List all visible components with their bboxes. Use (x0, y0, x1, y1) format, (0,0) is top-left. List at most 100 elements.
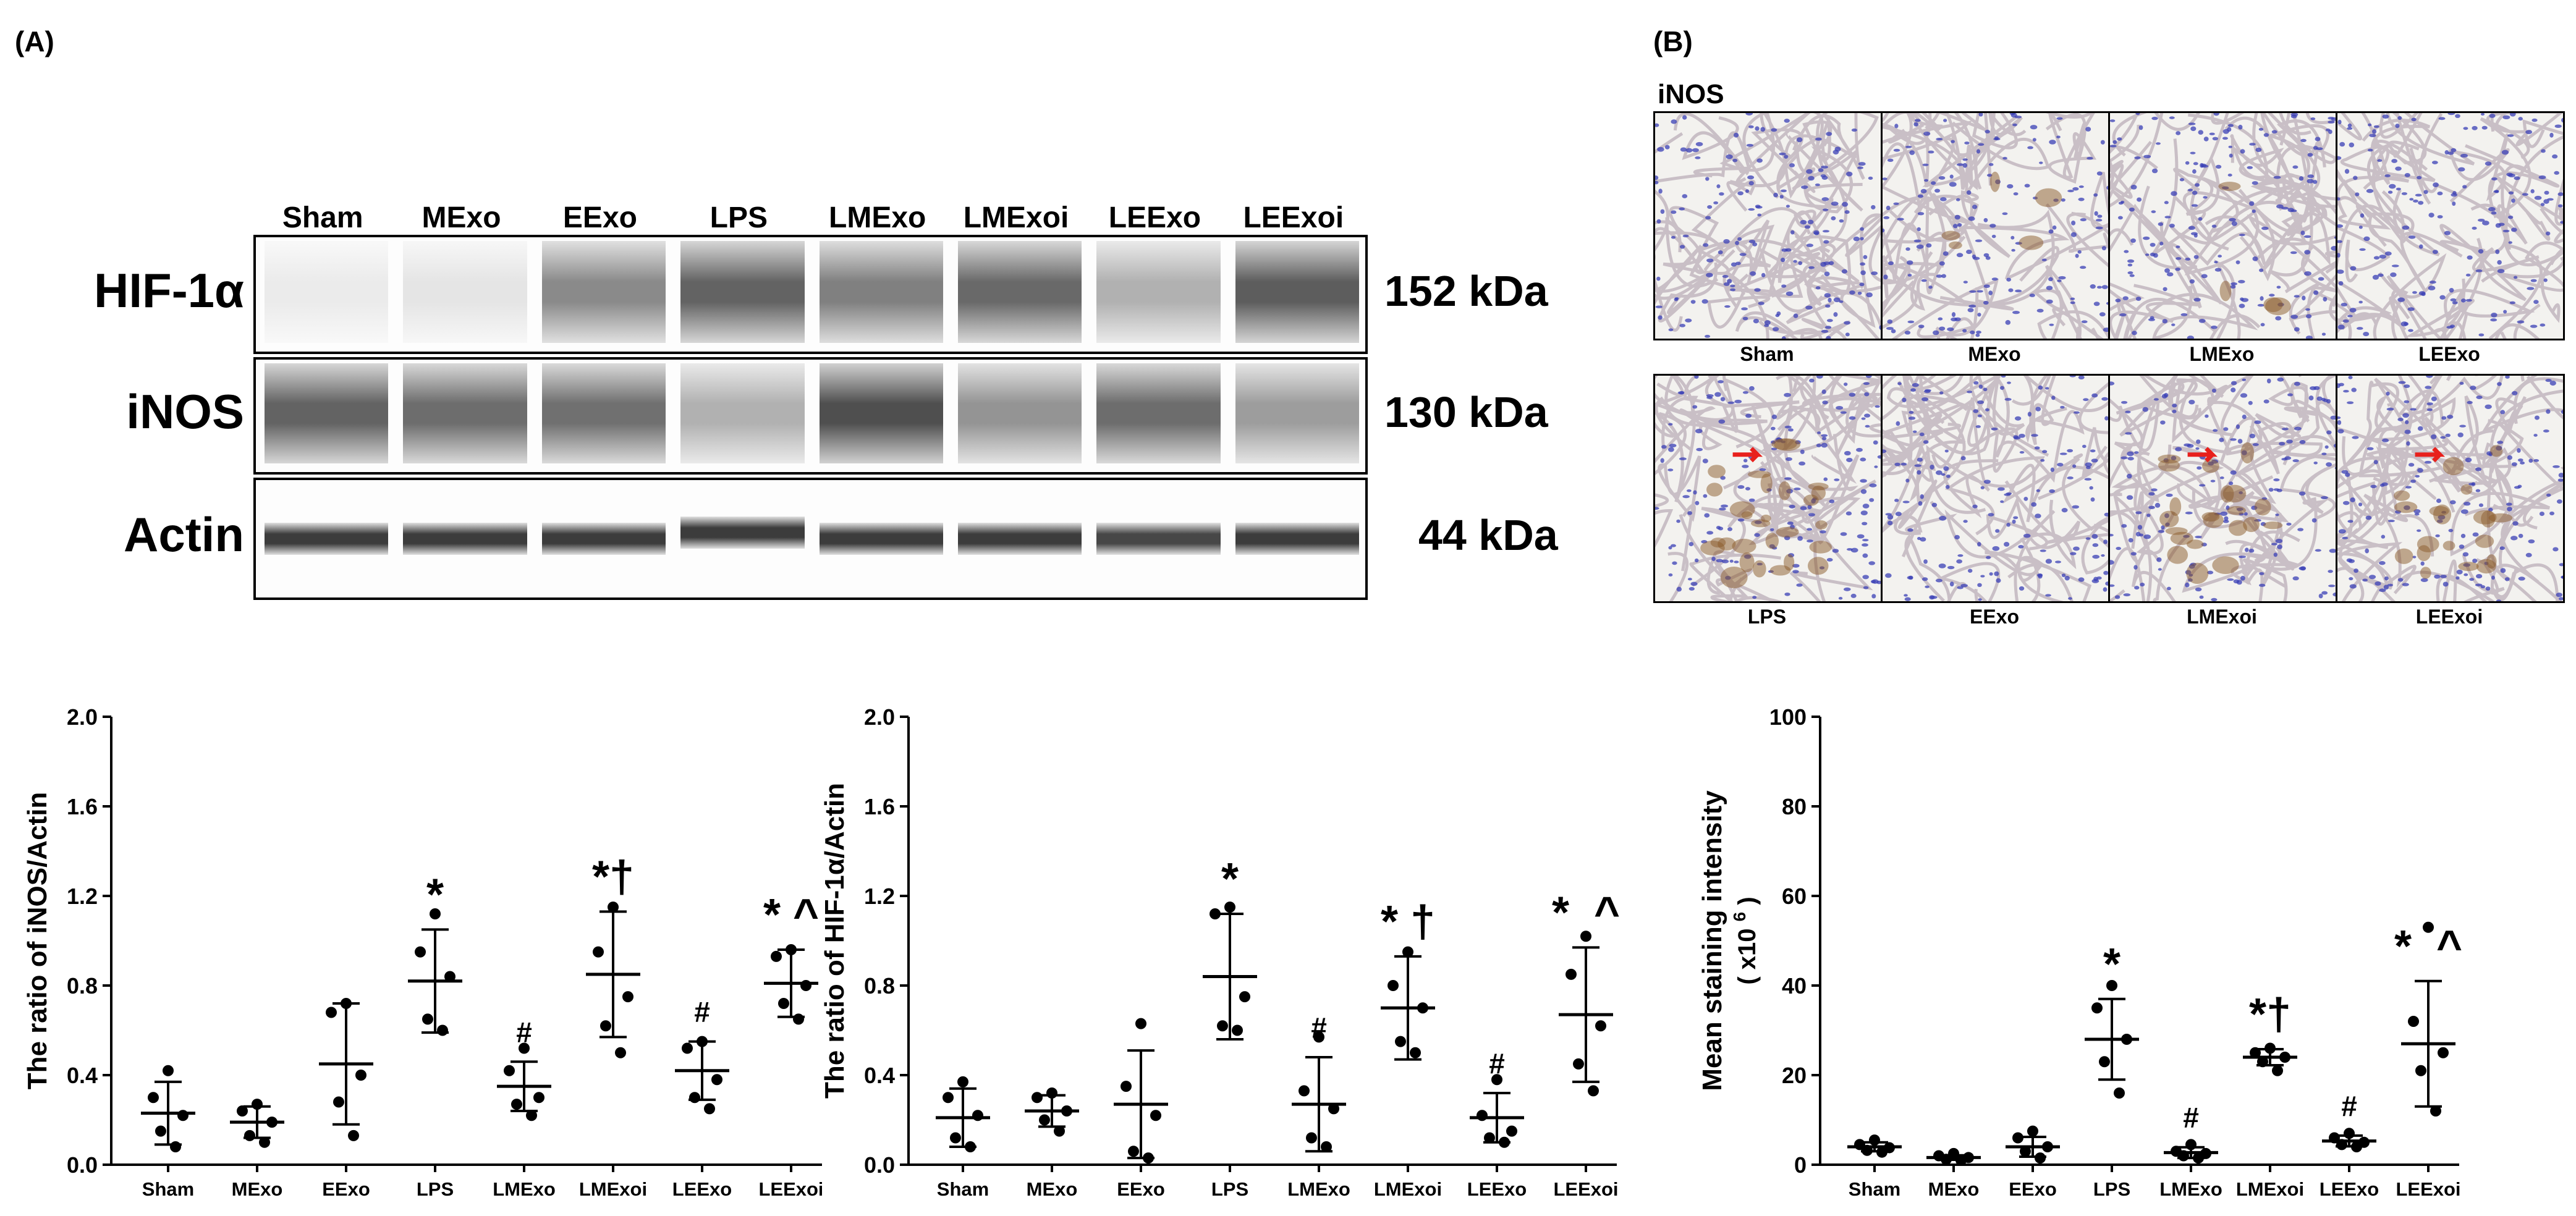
ihc-tile-label: LEExo (2418, 343, 2480, 365)
data-point (430, 908, 441, 919)
data-point (1328, 1103, 1339, 1115)
data-point (1862, 1144, 1873, 1156)
significance-marker: *† (2249, 990, 2291, 1039)
data-point (957, 1076, 968, 1087)
data-point (237, 1105, 248, 1117)
x-tick-label: LMExo (1287, 1178, 1350, 1200)
y-tick-label: 0.4 (864, 1063, 895, 1088)
data-point (608, 901, 619, 913)
lane-label: LPS (710, 201, 768, 234)
data-point (526, 1110, 537, 1121)
y-tick-label: 0 (1794, 1152, 1807, 1178)
data-point (2185, 1139, 2197, 1151)
blot-panel (253, 235, 1368, 354)
data-point (1573, 1058, 1584, 1070)
data-point (244, 1129, 255, 1141)
data-point (1299, 1085, 1310, 1097)
y-tick-label: 2.0 (67, 704, 98, 730)
data-point (593, 946, 604, 958)
data-point (2250, 1047, 2261, 1058)
blot-band (403, 363, 527, 463)
lane-label: LEExo (1108, 201, 1201, 234)
lane-label: MExo (422, 201, 501, 234)
data-point (1128, 1146, 1139, 1157)
data-point (2336, 1139, 2347, 1151)
ihc-tile (1653, 111, 1883, 340)
data-point (341, 998, 352, 1009)
x-tick-label: LEExo (672, 1178, 732, 1200)
data-point (2257, 1056, 2268, 1068)
data-point (1941, 1154, 1952, 1165)
ihc-tile-label: MExo (1968, 343, 2021, 365)
data-point (1876, 1146, 1888, 1158)
blot-panel (253, 478, 1368, 600)
x-tick-label: LPS (2093, 1178, 2130, 1200)
data-point (1588, 1085, 1599, 1097)
blot-band (680, 241, 805, 343)
data-point (2408, 1016, 2419, 1027)
significance-marker: *† (592, 852, 634, 901)
data-point (778, 998, 789, 1009)
blot-band (819, 523, 943, 555)
x-tick-label: LEExoi (2396, 1178, 2460, 1200)
x-tick-label: LMExoi (579, 1178, 647, 1200)
significance-marker: * ^ (1552, 888, 1620, 937)
data-point (1224, 901, 1235, 913)
x-tick-label: LEExo (1467, 1178, 1527, 1200)
x-tick-label: EExo (2009, 1178, 2057, 1200)
x-tick-label: LPS (1211, 1178, 1248, 1200)
data-point (972, 1110, 983, 1121)
data-point (1032, 1092, 1043, 1104)
y-tick-label: 100 (1769, 704, 1807, 730)
x-tick-label: LMExo (493, 1178, 556, 1200)
y-tick-label: 60 (1782, 884, 1807, 909)
data-point (2193, 1152, 2204, 1164)
data-point (2114, 1087, 2125, 1099)
data-point (786, 944, 797, 955)
tissue-micrograph (2110, 113, 2336, 339)
data-point (355, 1070, 366, 1081)
data-point (1506, 1125, 1517, 1137)
blot-band (680, 363, 805, 463)
data-point (1143, 1152, 1154, 1164)
arrow-marker (1732, 447, 1763, 463)
blot-panel (253, 357, 1368, 475)
data-point (800, 980, 811, 991)
significance-marker: # (694, 996, 710, 1028)
data-point (1210, 908, 1221, 919)
data-point (2423, 921, 2434, 933)
lane-label: LMExoi (963, 201, 1069, 234)
x-tick-label: LMExoi (2236, 1178, 2304, 1200)
data-point (2099, 1056, 2110, 1068)
data-point (622, 991, 633, 1003)
ihc-tile (2336, 111, 2565, 340)
data-point (2121, 1034, 2132, 1045)
y-tick-label: 40 (1782, 973, 1807, 999)
blot-band (1096, 241, 1221, 343)
data-point (1955, 1154, 1967, 1166)
staining-intensity-chart: 0 20 40 60 80 100 Sham MExo EExo LPS * LMExo # LMExoi… (1697, 704, 2462, 1200)
y-tick-label: 1.6 (67, 794, 98, 819)
data-point (504, 1065, 515, 1076)
data-point (1595, 1020, 1606, 1032)
blot-band (1235, 363, 1359, 463)
data-point (697, 1036, 708, 1047)
data-point (2035, 1152, 2046, 1164)
significance-marker: # (1311, 1011, 1327, 1044)
x-tick-label: EExo (1117, 1178, 1165, 1200)
data-point (1054, 1125, 1065, 1137)
significance-marker: # (1489, 1047, 1505, 1079)
data-point (711, 1074, 722, 1086)
data-point (170, 1141, 181, 1152)
y-tick-label: 2.0 (864, 704, 895, 730)
data-point (1410, 1047, 1421, 1058)
ihc-tile (1653, 374, 1883, 603)
data-point (1566, 968, 1577, 980)
data-point (1313, 1031, 1324, 1043)
ihc-tile-label: LEExoi (2415, 606, 2483, 628)
data-point (511, 1099, 522, 1110)
y-axis-label: The ratio of iNOS/Actin (22, 792, 53, 1090)
ihc-tile (1881, 374, 2110, 603)
ihc-title: iNOS (1658, 79, 1724, 109)
data-point (689, 1092, 700, 1104)
